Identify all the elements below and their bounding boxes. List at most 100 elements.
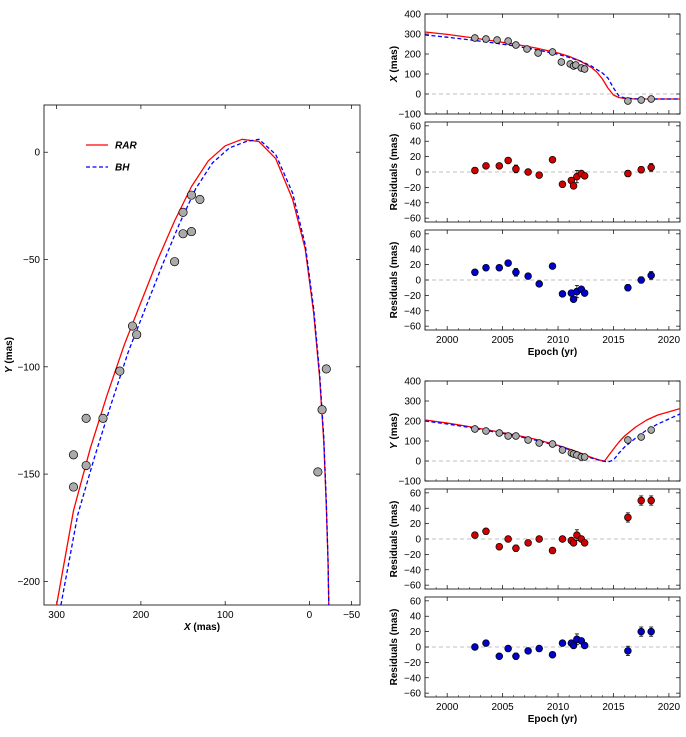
data-point — [580, 65, 589, 73]
data-point — [512, 165, 520, 173]
plot-frame — [43, 104, 361, 606]
panel-y_vs_time: −100 0 100 200 300 400 Y (mas) — [389, 377, 681, 488]
y-tick-label: 0 — [415, 643, 421, 654]
y-tick-label: 20 — [410, 152, 422, 163]
series-line-rar — [55, 138, 330, 605]
data-point — [535, 280, 543, 288]
panel-x_residuals_rar: −60 −40 −20 0 20 40 60 Residuals (mas) — [389, 121, 681, 225]
data-point — [471, 166, 479, 175]
data-point — [482, 527, 490, 536]
y-tick-label: −40 — [404, 673, 421, 684]
x-tick-label: 2005 — [491, 702, 514, 713]
data-point — [558, 535, 567, 543]
data-point — [313, 467, 323, 477]
y-tick-label: −40 — [404, 306, 421, 317]
y-axis-label: Residuals (mas) — [389, 501, 400, 578]
data-point — [534, 49, 542, 57]
data-point — [558, 446, 567, 454]
data-point — [127, 321, 138, 331]
y-tick-label: 0 — [34, 148, 40, 159]
y-tick-label: 20 — [410, 627, 422, 638]
y-tick-label: 0 — [415, 457, 421, 468]
y-axis-label: Residuals (mas) — [389, 242, 400, 319]
panel-x_residuals_bh: 2000 2005 2010 2015 2020 −60 −40 −20 0 20 40 60 Resi… — [389, 229, 680, 358]
data-point — [524, 436, 532, 444]
data-point — [482, 427, 490, 435]
data-point — [558, 180, 567, 189]
x-tick-label: 2000 — [436, 702, 459, 713]
data-point — [558, 290, 567, 298]
data-point — [524, 539, 532, 547]
data-point — [580, 289, 589, 297]
data-point — [186, 227, 197, 237]
y-axis-label-unit: (mas) — [4, 337, 15, 366]
x-tick-label: 2020 — [658, 335, 681, 346]
plot-area — [471, 626, 655, 660]
data-point — [535, 535, 543, 543]
y-tick-label: 20 — [410, 260, 422, 271]
data-point — [535, 171, 543, 179]
y-axis-label-unit: (mas) — [389, 46, 400, 75]
data-point — [569, 539, 578, 547]
series-line-rar — [425, 31, 680, 100]
x-tick-label: 2015 — [602, 702, 625, 713]
y-tick-label: 60 — [410, 229, 422, 240]
plot-area — [471, 495, 655, 555]
data-point — [495, 542, 504, 551]
data-point — [647, 163, 655, 172]
data-point — [504, 259, 512, 267]
data-point — [68, 450, 79, 460]
data-point — [548, 546, 557, 555]
y-axis-label: X (mas) — [389, 46, 400, 83]
data-point — [68, 482, 79, 492]
plot-area — [425, 31, 680, 105]
y-axis-label-var: X — [389, 74, 400, 83]
data-point — [471, 425, 479, 433]
data-point — [524, 168, 532, 176]
data-point — [523, 45, 531, 53]
data-point — [558, 639, 567, 647]
series-line-rar — [425, 407, 680, 462]
y-axis-label: Y (mas) — [389, 413, 400, 449]
y-tick-label: 0 — [415, 90, 421, 101]
data-point — [504, 37, 512, 45]
x-axis-label-unit: (mas) — [191, 622, 220, 633]
x-tick-label: 2020 — [658, 702, 681, 713]
data-point — [471, 531, 479, 539]
data-point — [471, 268, 479, 277]
data-point — [524, 272, 532, 280]
data-point — [580, 539, 589, 547]
y-tick-label: −100 — [398, 477, 421, 488]
plot-frame — [424, 380, 681, 482]
plot-area — [55, 138, 331, 605]
panel-x_vs_time: −100 0 100 200 300 400 X (mas) — [389, 10, 681, 121]
series-line-bh — [60, 138, 330, 605]
data-point — [637, 96, 645, 104]
y-tick-label: −20 — [404, 658, 421, 669]
plot-area — [471, 155, 655, 190]
data-point — [569, 182, 578, 190]
data-point — [580, 453, 589, 461]
y-tick-label: −60 — [404, 214, 421, 225]
panel-y_residuals_rar: −60 −40 −20 0 20 40 60 Residuals (mas) — [389, 488, 681, 592]
plot-frame — [424, 13, 681, 115]
y-tick-label: −20 — [404, 183, 421, 194]
data-point — [637, 276, 645, 284]
data-point — [624, 97, 632, 105]
y-tick-label: −200 — [17, 577, 40, 588]
data-point — [624, 647, 632, 655]
x-tick-label: −50 — [343, 610, 360, 621]
y-axis-label-var: Y — [4, 365, 15, 373]
data-point — [495, 162, 504, 170]
data-point — [624, 283, 632, 292]
y-tick-label: −40 — [404, 565, 421, 576]
data-point — [624, 436, 632, 444]
y-tick-label: −100 — [398, 110, 421, 121]
data-point — [170, 257, 180, 267]
y-tick-label: 40 — [410, 612, 422, 623]
data-point — [569, 295, 578, 303]
y-tick-label: 0 — [415, 276, 421, 287]
data-point — [637, 627, 645, 636]
y-tick-label: 100 — [404, 437, 421, 448]
